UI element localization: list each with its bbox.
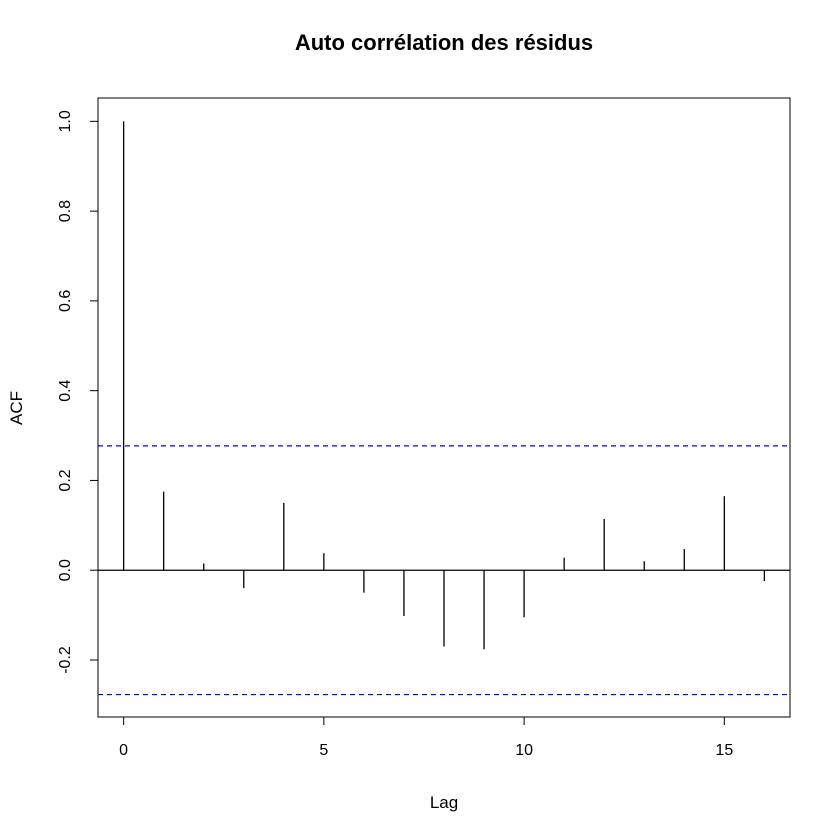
y-axis-label: ACF: [7, 391, 26, 425]
y-tick-label: -0.2: [57, 646, 74, 674]
y-tick-label: 0.6: [57, 290, 74, 312]
y-tick-label: 1.0: [57, 110, 74, 132]
y-tick-label: 0.2: [57, 469, 74, 491]
plot-marks: [98, 121, 790, 696]
x-tick-label: 15: [715, 742, 733, 759]
chart-title: Auto corrélation des résidus: [295, 30, 593, 55]
x-tick-label: 0: [119, 742, 128, 759]
x-axis-label: Lag: [430, 793, 458, 812]
x-axis: 0 5 10 15: [119, 716, 733, 759]
y-tick-label: 0.0: [57, 559, 74, 581]
x-tick-label: 5: [319, 742, 328, 759]
y-tick-label: 0.8: [57, 200, 74, 222]
y-axis: -0.2 0.0 0.2 0.4 0.6 0.8 1.0: [57, 110, 99, 674]
y-tick-label: 0.4: [57, 379, 74, 401]
x-tick-label: 10: [515, 742, 533, 759]
